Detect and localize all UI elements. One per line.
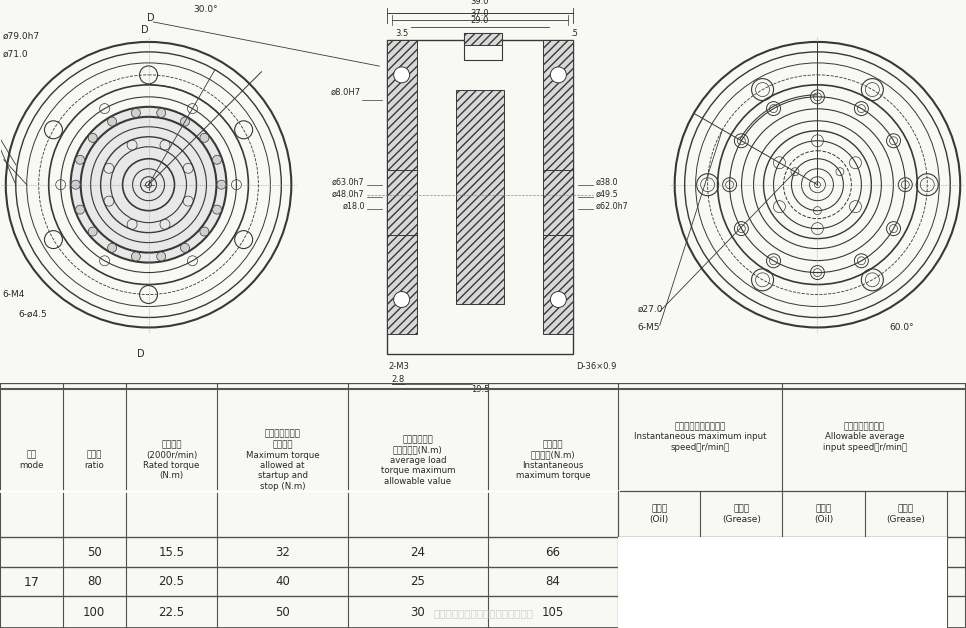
Text: 22.5: 22.5 [158,605,185,619]
Circle shape [71,107,226,263]
Circle shape [213,205,221,214]
Bar [782,538,865,628]
Circle shape [551,291,566,308]
Circle shape [81,117,216,252]
Bar [386,40,574,354]
Circle shape [71,180,80,189]
Text: 润滑脂
(Grease): 润滑脂 (Grease) [722,504,761,524]
Bar [464,33,502,60]
Circle shape [551,67,566,83]
Text: 润滑油
(Oil): 润滑油 (Oil) [814,504,833,524]
Text: 额定转矩
(2000r/min)
Rated torque
(N.m): 额定转矩 (2000r/min) Rated torque (N.m) [143,440,200,480]
Text: 39.0: 39.0 [470,0,489,6]
Text: 6-ø4.5: 6-ø4.5 [18,310,47,319]
Circle shape [107,117,117,126]
Text: 100: 100 [83,605,105,619]
Text: 型号
mode: 型号 mode [19,450,43,470]
Text: ø8.0H7: ø8.0H7 [330,87,360,96]
Text: 66: 66 [546,546,560,558]
Text: D: D [137,349,144,359]
Text: 润滑油
(Oil): 润滑油 (Oil) [650,504,668,524]
Text: 17: 17 [23,576,40,589]
Text: 40: 40 [275,575,290,588]
Bar [544,170,574,264]
Circle shape [181,243,189,252]
Text: 30: 30 [411,605,425,619]
Text: ø63.0h7: ø63.0h7 [332,178,365,187]
Text: .5: .5 [570,30,579,38]
Text: 3500: 3500 [891,576,921,589]
Text: 2.8: 2.8 [391,375,405,384]
Text: 瞬间允许
最大转矩(N.m)
Instantaneous
maximum torque: 瞬间允许 最大转矩(N.m) Instantaneous maximum tor… [516,440,590,480]
Bar [544,40,574,170]
Text: ø38.0: ø38.0 [595,178,618,187]
Text: 2-M3: 2-M3 [388,362,410,371]
Circle shape [75,205,85,214]
Text: 37.0: 37.0 [470,9,490,18]
Text: 6-M5: 6-M5 [638,323,660,332]
Text: 允许平均输入转速
Allowable average
input speed（r/min）: 允许平均输入转速 Allowable average input speed（r… [822,422,907,452]
Text: 105: 105 [542,605,564,619]
Text: 20.5: 20.5 [158,575,185,588]
Circle shape [156,252,166,261]
Circle shape [88,227,98,236]
Bar [386,40,416,170]
Bar [386,235,416,335]
Circle shape [217,180,226,189]
Circle shape [156,109,166,117]
Text: 减速比
ratio: 减速比 ratio [84,450,104,470]
Text: D: D [147,13,155,23]
Bar [456,90,504,305]
Bar [700,538,782,628]
Text: 瞬间允许最高输入转速
Instantaneous maximum input
speed（r/min）: 瞬间允许最高输入转速 Instantaneous maximum input s… [634,422,767,452]
Text: 平均负载转矩
允许最大値(N.m)
average load
torque maximum
allowable value: 平均负载转矩 允许最大値(N.m) average load torque ma… [381,435,455,485]
Bar [544,235,574,335]
Circle shape [181,117,189,126]
Text: ø18.0: ø18.0 [342,202,365,211]
Circle shape [394,291,410,308]
Text: 8000: 8000 [644,576,674,589]
Text: D-36×0.9: D-36×0.9 [577,362,616,371]
Circle shape [131,109,140,117]
Circle shape [200,133,209,143]
Text: ø62.0h7: ø62.0h7 [595,202,628,211]
Text: 29.0: 29.0 [470,16,489,25]
Circle shape [131,252,140,261]
Text: 5500: 5500 [809,576,838,589]
Text: 15.5: 15.5 [158,546,185,558]
Text: 东莞市本润机器人开发科技有限公司: 东莞市本润机器人开发科技有限公司 [433,609,533,619]
Text: 50: 50 [275,605,290,619]
Text: ø27.0: ø27.0 [638,305,664,314]
Text: 24: 24 [411,546,425,558]
Circle shape [213,155,221,165]
Text: 启动停止时允许
最大转矩
Maximum torque
allowed at
startup and
stop (N.m): 启动停止时允许 最大转矩 Maximum torque allowed at s… [245,430,320,490]
Text: ø71.0: ø71.0 [3,50,28,58]
Circle shape [200,227,209,236]
Circle shape [75,155,85,165]
Text: 80: 80 [87,575,101,588]
Circle shape [394,67,410,83]
Bar [865,538,947,628]
Text: 32: 32 [275,546,290,558]
Text: ø79.0h7: ø79.0h7 [3,31,40,40]
Text: 润滑脂
(Grease): 润滑脂 (Grease) [886,504,925,524]
Circle shape [107,243,117,252]
Text: 3.5: 3.5 [395,30,409,38]
Text: 50: 50 [87,546,101,558]
Text: 84: 84 [546,575,560,588]
Bar [618,538,700,628]
Text: D: D [141,25,149,35]
Text: 30.0°: 30.0° [193,6,218,14]
Text: 6000: 6000 [726,576,756,589]
Text: 19.5: 19.5 [470,385,489,394]
Text: ø49.5: ø49.5 [595,190,618,199]
Circle shape [88,133,98,143]
Text: 25: 25 [411,575,425,588]
Text: 60.0°: 60.0° [890,323,914,332]
Text: ø48.0h7: ø48.0h7 [332,190,365,199]
Bar [464,33,502,45]
Bar [386,170,416,264]
Text: 6-M4: 6-M4 [3,290,25,299]
